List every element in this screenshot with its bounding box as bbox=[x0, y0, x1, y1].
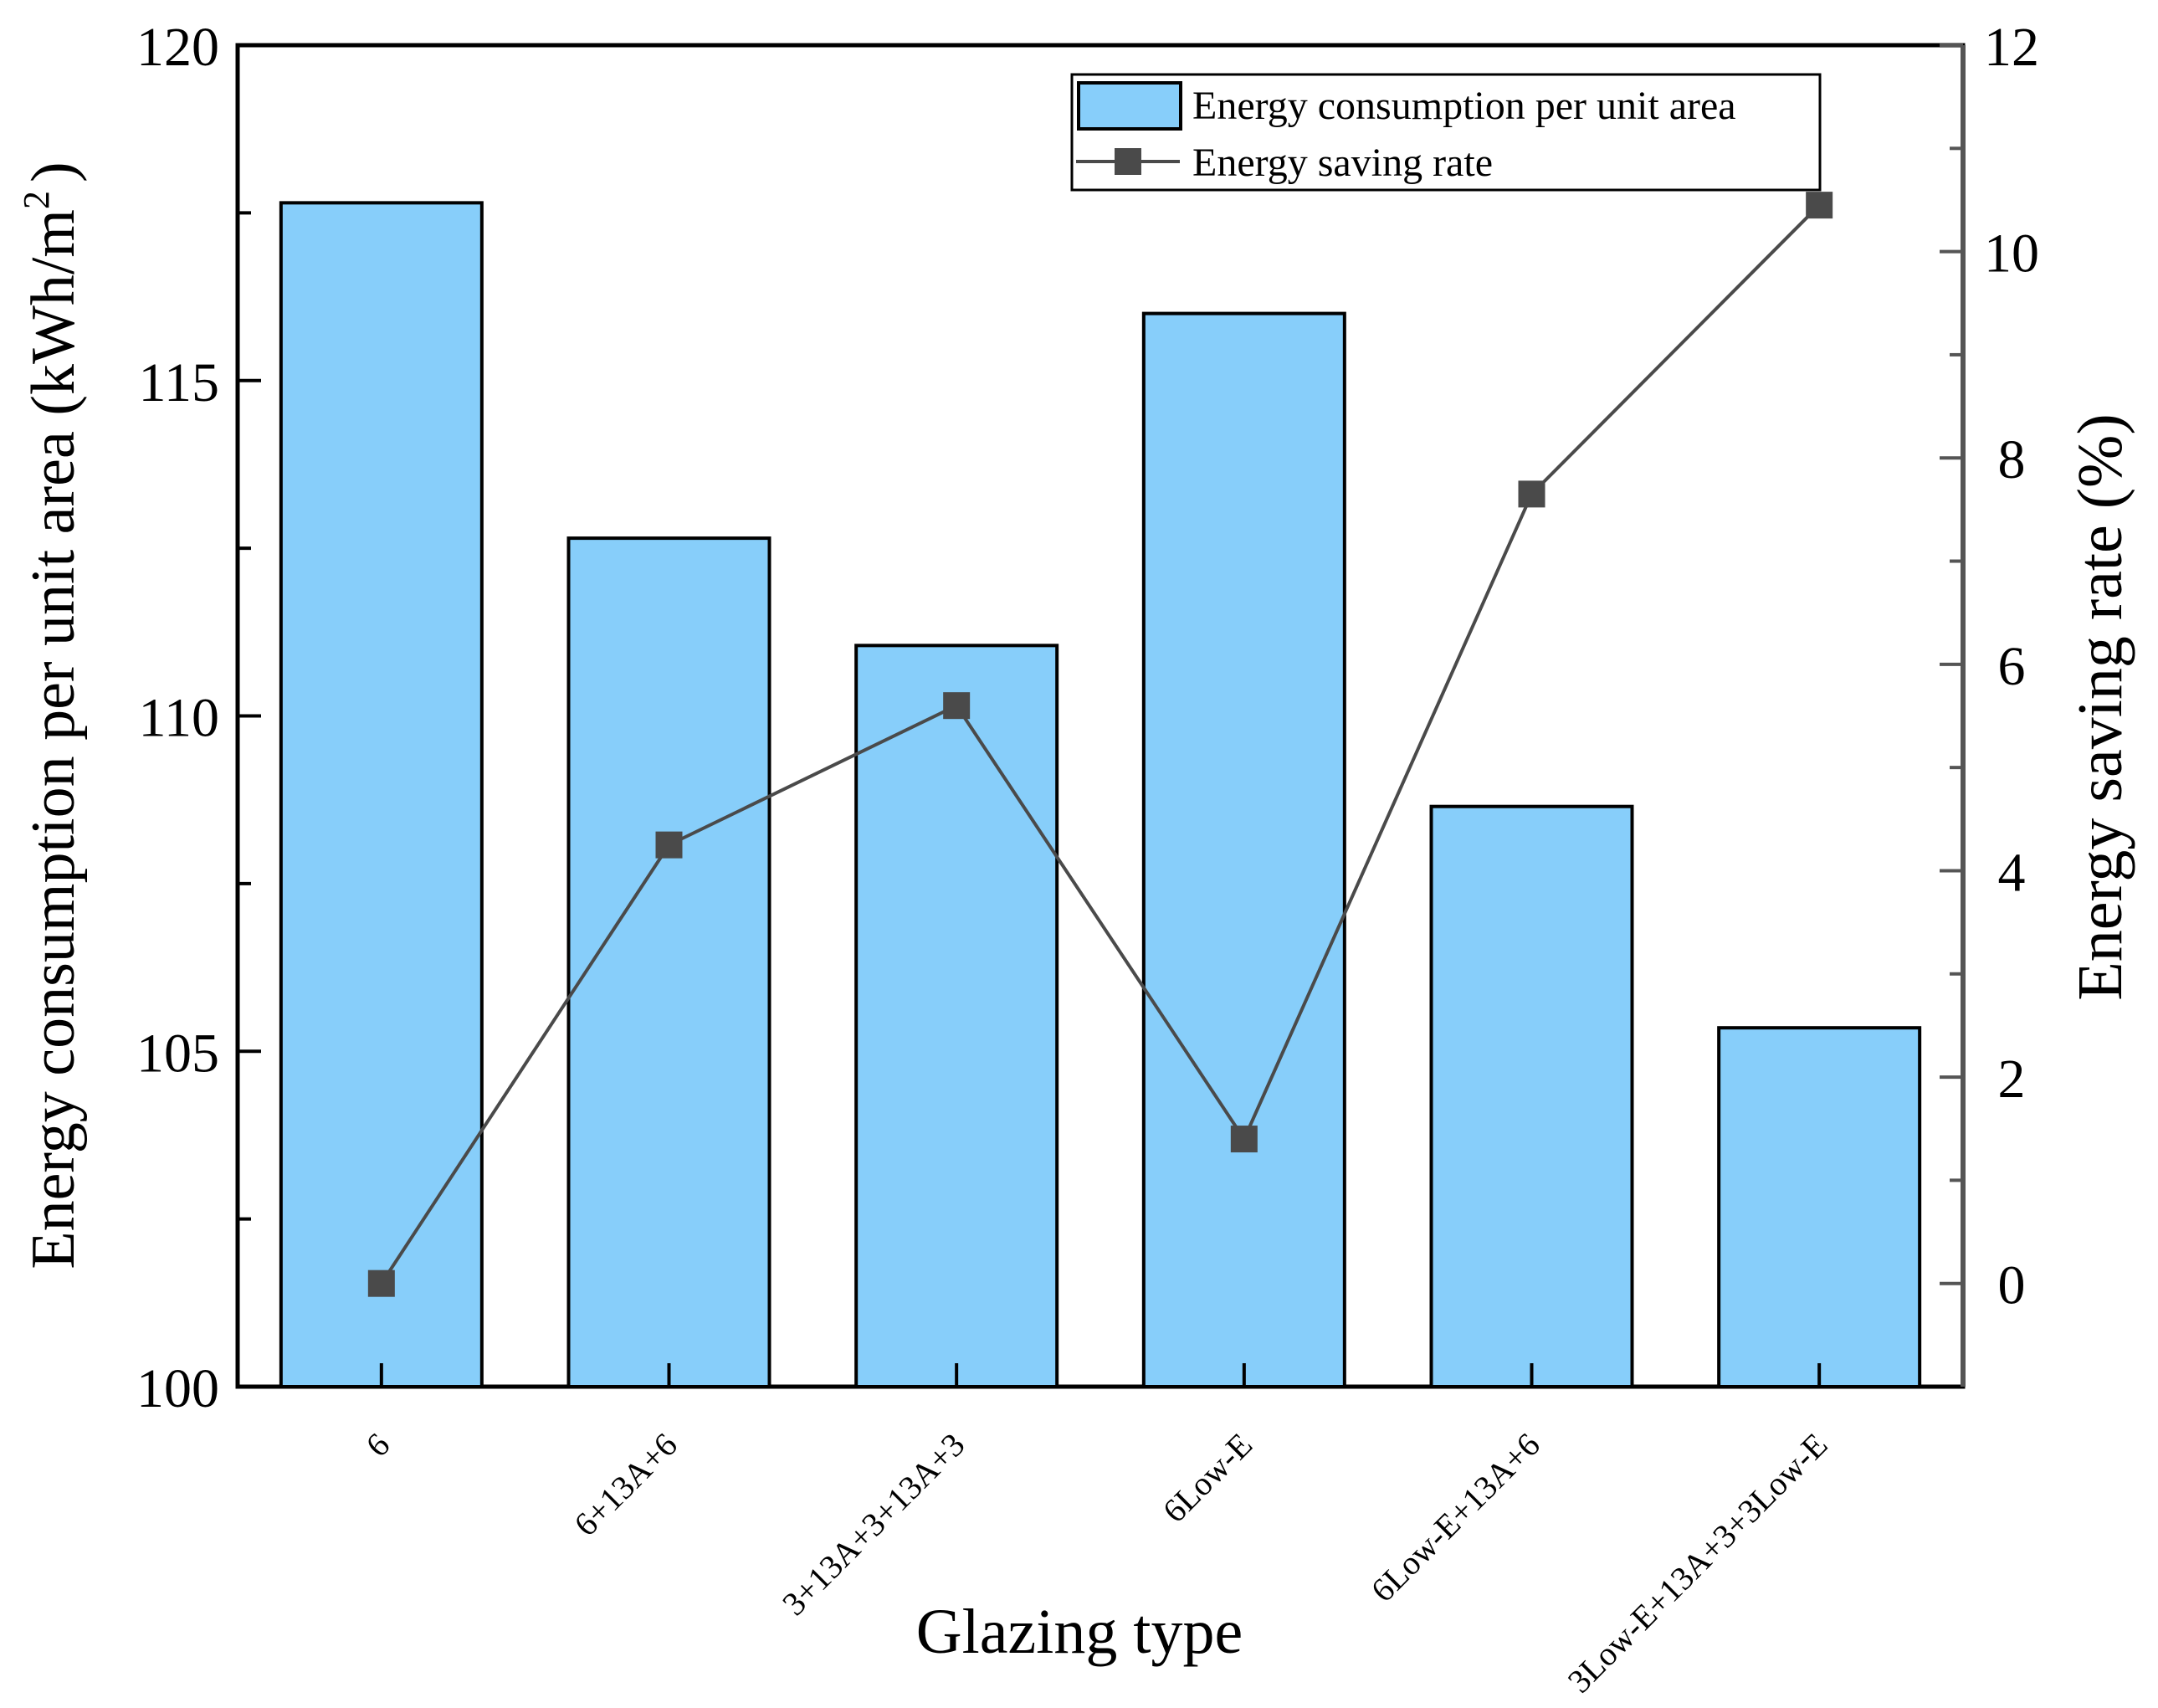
left-axis-title-main: Energy consumption per unit area (kWh/m bbox=[19, 209, 88, 1269]
saving-rate-point bbox=[655, 831, 683, 859]
saving-rate-line bbox=[380, 203, 1821, 1285]
bar-3Low-E+13A+3+3Low-E bbox=[1717, 1026, 1922, 1388]
saving-rate-point bbox=[943, 692, 971, 720]
bar-series bbox=[279, 201, 1922, 1389]
x-tick-label: 6+13A+6 bbox=[566, 1426, 684, 1544]
right-tick-label: 4 bbox=[1998, 842, 2026, 903]
left-axis-title-close: ) bbox=[19, 162, 88, 182]
left-axis: 100 105 110 115 120 bbox=[136, 17, 261, 1419]
legend-box bbox=[1070, 73, 1822, 192]
bar-6+13A+6 bbox=[566, 536, 771, 1388]
plot-frame bbox=[235, 43, 1966, 1389]
bar-6Low-E+13A+6 bbox=[1429, 804, 1634, 1388]
saving-rate-point bbox=[1518, 480, 1545, 508]
left-axis-title-sup: 2 bbox=[16, 191, 57, 209]
legend-marker-swatch bbox=[1115, 148, 1141, 175]
left-tick-label: 120 bbox=[136, 17, 219, 78]
right-axis: 0 2 4 6 8 10 12 bbox=[1940, 17, 2039, 1316]
x-tick-label: 6 bbox=[358, 1426, 397, 1464]
x-tick-label: 3+13A+3+13A+3 bbox=[775, 1426, 971, 1623]
right-tick-label: 0 bbox=[1998, 1255, 2026, 1316]
x-tick-label: 6Low-E+13A+6 bbox=[1364, 1426, 1547, 1609]
bar-6Low-E bbox=[1141, 311, 1346, 1389]
right-axis-title: Energy saving rate (%) bbox=[2065, 413, 2135, 1000]
saving-rate-point bbox=[1230, 1126, 1258, 1153]
saving-rate-point bbox=[367, 1269, 395, 1297]
legend-bar-swatch bbox=[1077, 81, 1182, 131]
right-tick-label: 10 bbox=[1984, 223, 2039, 285]
legend-label-saving-rate: Energy saving rate bbox=[1192, 141, 1493, 185]
x-axis-title: Glazing type bbox=[916, 1597, 1243, 1667]
right-tick-label: 8 bbox=[1998, 429, 2026, 490]
left-tick-label: 100 bbox=[136, 1358, 219, 1419]
right-tick-label: 6 bbox=[1998, 636, 2026, 697]
left-tick-label: 105 bbox=[136, 1023, 219, 1084]
saving-rate-point bbox=[1806, 192, 1833, 219]
bar-3+13A+3+13A+3 bbox=[854, 644, 1059, 1388]
left-axis-title: Energy consumption per unit area (kWh/m2… bbox=[16, 162, 88, 1269]
left-tick-label: 110 bbox=[138, 688, 219, 749]
legend-label-consumption: Energy consumption per unit area bbox=[1192, 84, 1736, 128]
right-tick-label: 2 bbox=[1998, 1049, 2026, 1110]
right-tick-label: 12 bbox=[1984, 17, 2039, 78]
line-series bbox=[367, 192, 1833, 1297]
bar-6 bbox=[279, 201, 484, 1388]
x-tick-label: 3Low-E+13A+3+3Low-E bbox=[1561, 1426, 1835, 1700]
left-tick-label: 115 bbox=[138, 352, 219, 413]
x-tick-label: 6Low-E bbox=[1156, 1426, 1260, 1531]
legend: Energy consumption per unit area Energy … bbox=[1070, 73, 1822, 192]
